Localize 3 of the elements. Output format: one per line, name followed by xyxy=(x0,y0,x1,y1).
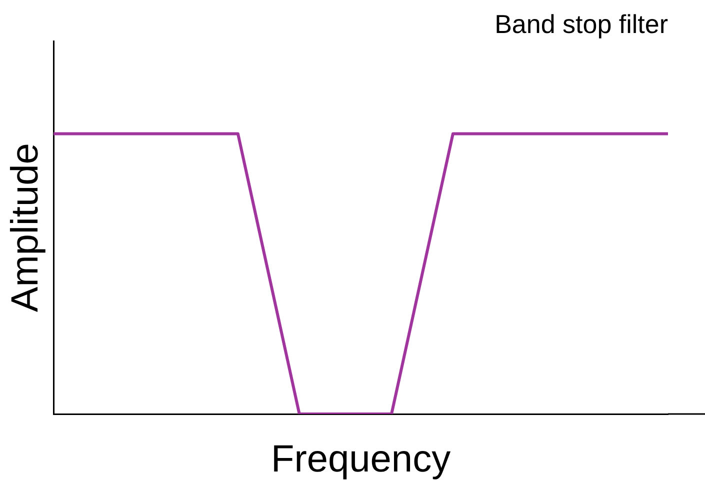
x-axis-title: Frequency xyxy=(271,438,451,481)
y-axis-title: Amplitude xyxy=(4,143,46,312)
chart-title: Band stop filter xyxy=(494,8,668,39)
